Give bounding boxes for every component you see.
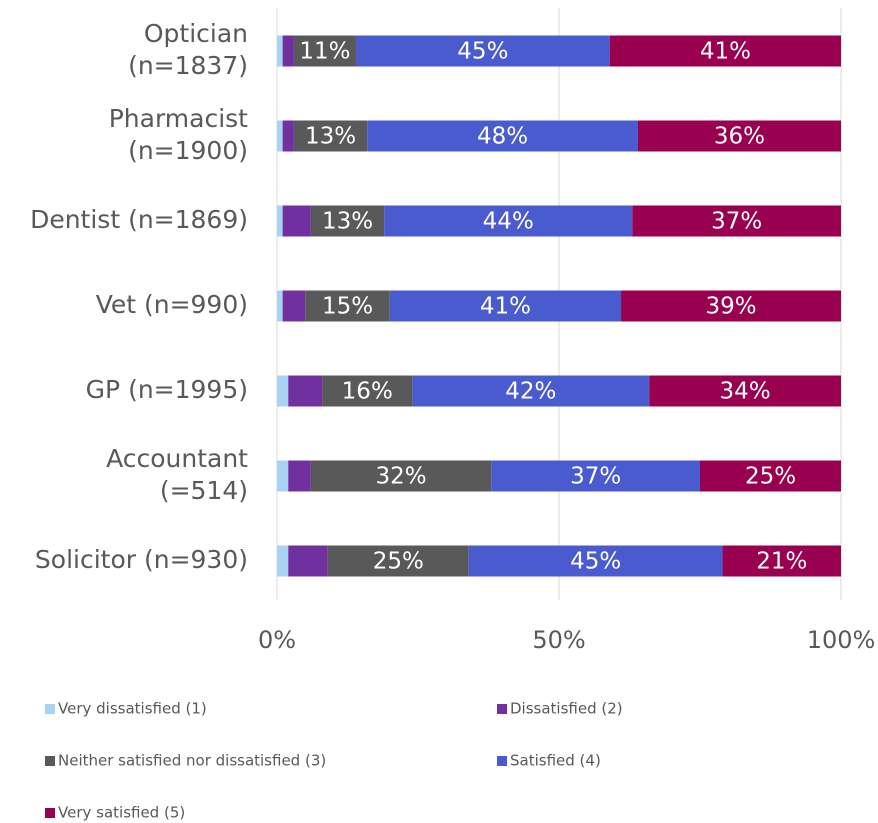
category-line: Solicitor (n=930): [35, 545, 248, 574]
legend-label: Very satisfied (5): [58, 804, 185, 822]
bar-segment: [649, 375, 841, 407]
data-label: 16%: [342, 379, 393, 405]
category-line: GP (n=1995): [86, 375, 248, 404]
bar-segment: [288, 375, 323, 407]
bar-segment: [277, 120, 283, 152]
bar-segment: [277, 375, 289, 407]
data-label: 42%: [505, 379, 556, 405]
data-label: 45%: [457, 39, 508, 65]
data-label: 25%: [745, 464, 796, 490]
data-label: 37%: [711, 209, 762, 235]
bar-segment: [355, 35, 610, 67]
data-label: 39%: [705, 294, 756, 320]
bar-segment: [282, 290, 306, 322]
bar-segment: [468, 545, 723, 577]
bar-segment: [282, 120, 294, 152]
bar-segment: [637, 120, 841, 152]
data-label: 45%: [570, 549, 621, 575]
bar-segment: [277, 205, 283, 237]
category-line: Pharmacist: [109, 104, 248, 133]
legend-label: Neither satisfied nor dissatisfied (3): [58, 752, 326, 770]
category-label: Solicitor (n=930): [35, 545, 248, 574]
legend-swatch: [45, 756, 55, 766]
category-line: Accountant: [106, 444, 248, 473]
data-label: 41%: [700, 39, 751, 65]
bar-segment: [327, 545, 469, 577]
bar-segment: [609, 35, 841, 67]
bar-segment: [282, 35, 294, 67]
category-line: (=514): [160, 476, 248, 505]
data-label: 41%: [480, 294, 531, 320]
bar-segment: [367, 120, 638, 152]
category-line: (n=1837): [128, 51, 248, 80]
data-label: 34%: [720, 379, 771, 405]
category-label: Vet (n=990): [96, 290, 248, 319]
legend-label: Very dissatisfied (1): [58, 700, 207, 718]
bar-segment: [282, 205, 311, 237]
bar-segment: [621, 290, 841, 322]
bar-segment: [632, 205, 841, 237]
bar-segment: [310, 460, 492, 492]
category-line: Vet (n=990): [96, 290, 248, 319]
category-label: Pharmacist (n=1900): [109, 104, 248, 165]
bar-segment: [700, 460, 841, 492]
x-tick-label: 100%: [807, 626, 876, 654]
bar-segment: [491, 460, 700, 492]
bar-segment: [305, 290, 390, 322]
bar-segment: [310, 205, 385, 237]
legend-swatch: [497, 704, 507, 714]
category-line: Optician: [144, 19, 248, 48]
legend-label: Dissatisfied (2): [510, 700, 623, 718]
bar-segment: [277, 290, 283, 322]
bar-segment: [288, 460, 311, 492]
data-label: 13%: [322, 209, 373, 235]
data-label: 25%: [373, 549, 424, 575]
data-label: 11%: [299, 39, 350, 65]
category-label: Accountant (=514): [106, 444, 248, 505]
data-label: 36%: [714, 124, 765, 150]
bar-segment: [277, 35, 283, 67]
category-label: Optician (n=1837): [128, 19, 248, 80]
bar-segment: [288, 545, 328, 577]
x-tick-label: 0%: [258, 626, 296, 654]
bar-segment: [722, 545, 841, 577]
data-label: 32%: [376, 464, 427, 490]
legend-swatch: [45, 704, 55, 714]
category-line: Dentist (n=1869): [30, 205, 248, 234]
bar-segment: [293, 35, 356, 67]
category-label: GP (n=1995): [86, 375, 248, 404]
legend-swatch: [497, 756, 507, 766]
data-label: 21%: [756, 549, 807, 575]
bar-segment: [293, 120, 368, 152]
data-label: 48%: [477, 124, 528, 150]
legend-label: Satisfied (4): [510, 752, 601, 770]
bar-segment: [322, 375, 413, 407]
category-label: Dentist (n=1869): [30, 205, 248, 234]
x-tick-label: 50%: [532, 626, 585, 654]
bar-segment: [277, 545, 289, 577]
bar-segment: [384, 205, 633, 237]
legend-swatch: [45, 808, 55, 818]
data-label: 13%: [305, 124, 356, 150]
bar-segment: [412, 375, 650, 407]
bar-segment: [389, 290, 622, 322]
bar-segment: [277, 460, 289, 492]
category-line: (n=1900): [128, 136, 248, 165]
data-label: 44%: [483, 209, 534, 235]
data-label: 15%: [322, 294, 373, 320]
data-label: 37%: [570, 464, 621, 490]
